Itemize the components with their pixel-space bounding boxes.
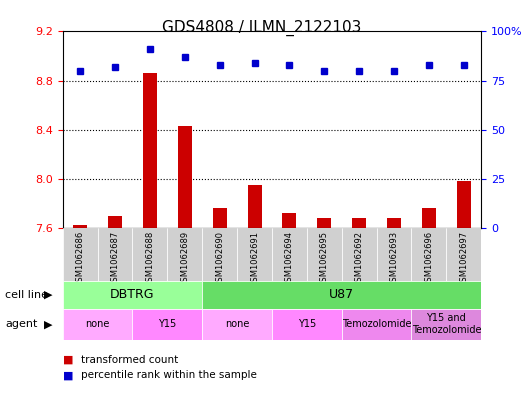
Text: ▶: ▶ [44, 290, 52, 300]
Bar [457, 181, 471, 228]
Text: GSM1062696: GSM1062696 [424, 231, 434, 287]
Text: GSM1062697: GSM1062697 [459, 231, 468, 287]
Text: GSM1062690: GSM1062690 [215, 231, 224, 286]
FancyBboxPatch shape [412, 309, 481, 340]
Text: GSM1062694: GSM1062694 [285, 231, 294, 286]
Text: GSM1062687: GSM1062687 [110, 231, 120, 287]
FancyBboxPatch shape [272, 228, 307, 281]
Text: Y15 and
Temozolomide: Y15 and Temozolomide [412, 314, 481, 335]
Bar [213, 208, 226, 228]
Bar [73, 226, 87, 228]
Text: Y15: Y15 [298, 319, 316, 329]
FancyBboxPatch shape [377, 228, 412, 281]
Bar [178, 126, 192, 228]
Text: percentile rank within the sample: percentile rank within the sample [81, 370, 257, 380]
FancyBboxPatch shape [132, 228, 167, 281]
Bar [247, 185, 262, 228]
FancyBboxPatch shape [272, 309, 342, 340]
Text: ▶: ▶ [44, 319, 52, 329]
Text: U87: U87 [329, 288, 354, 301]
Text: none: none [225, 319, 249, 329]
Text: GSM1062689: GSM1062689 [180, 231, 189, 287]
Bar [108, 216, 122, 228]
FancyBboxPatch shape [412, 228, 446, 281]
Text: cell line: cell line [5, 290, 48, 300]
FancyBboxPatch shape [202, 228, 237, 281]
FancyBboxPatch shape [63, 228, 98, 281]
FancyBboxPatch shape [63, 281, 202, 309]
Text: GSM1062693: GSM1062693 [390, 231, 399, 287]
Bar [143, 73, 157, 228]
FancyBboxPatch shape [307, 228, 342, 281]
Text: DBTRG: DBTRG [110, 288, 155, 301]
Bar [422, 208, 436, 228]
FancyBboxPatch shape [342, 309, 412, 340]
FancyBboxPatch shape [98, 228, 132, 281]
FancyBboxPatch shape [202, 281, 481, 309]
Text: GSM1062692: GSM1062692 [355, 231, 363, 286]
FancyBboxPatch shape [342, 228, 377, 281]
Text: ■: ■ [63, 354, 73, 365]
Text: agent: agent [5, 319, 38, 329]
Text: ■: ■ [63, 370, 73, 380]
Text: GDS4808 / ILMN_2122103: GDS4808 / ILMN_2122103 [162, 20, 361, 36]
Text: GSM1062686: GSM1062686 [76, 231, 85, 287]
Text: Temozolomide: Temozolomide [342, 319, 411, 329]
FancyBboxPatch shape [132, 309, 202, 340]
Bar [282, 213, 297, 228]
Bar [317, 218, 331, 228]
Text: GSM1062688: GSM1062688 [145, 231, 154, 287]
FancyBboxPatch shape [446, 228, 481, 281]
FancyBboxPatch shape [202, 309, 272, 340]
Text: none: none [85, 319, 110, 329]
Text: GSM1062695: GSM1062695 [320, 231, 329, 286]
FancyBboxPatch shape [63, 309, 132, 340]
FancyBboxPatch shape [237, 228, 272, 281]
Text: transformed count: transformed count [81, 354, 178, 365]
Text: GSM1062691: GSM1062691 [250, 231, 259, 286]
FancyBboxPatch shape [167, 228, 202, 281]
Text: Y15: Y15 [158, 319, 176, 329]
Bar [352, 218, 366, 228]
Bar [387, 218, 401, 228]
